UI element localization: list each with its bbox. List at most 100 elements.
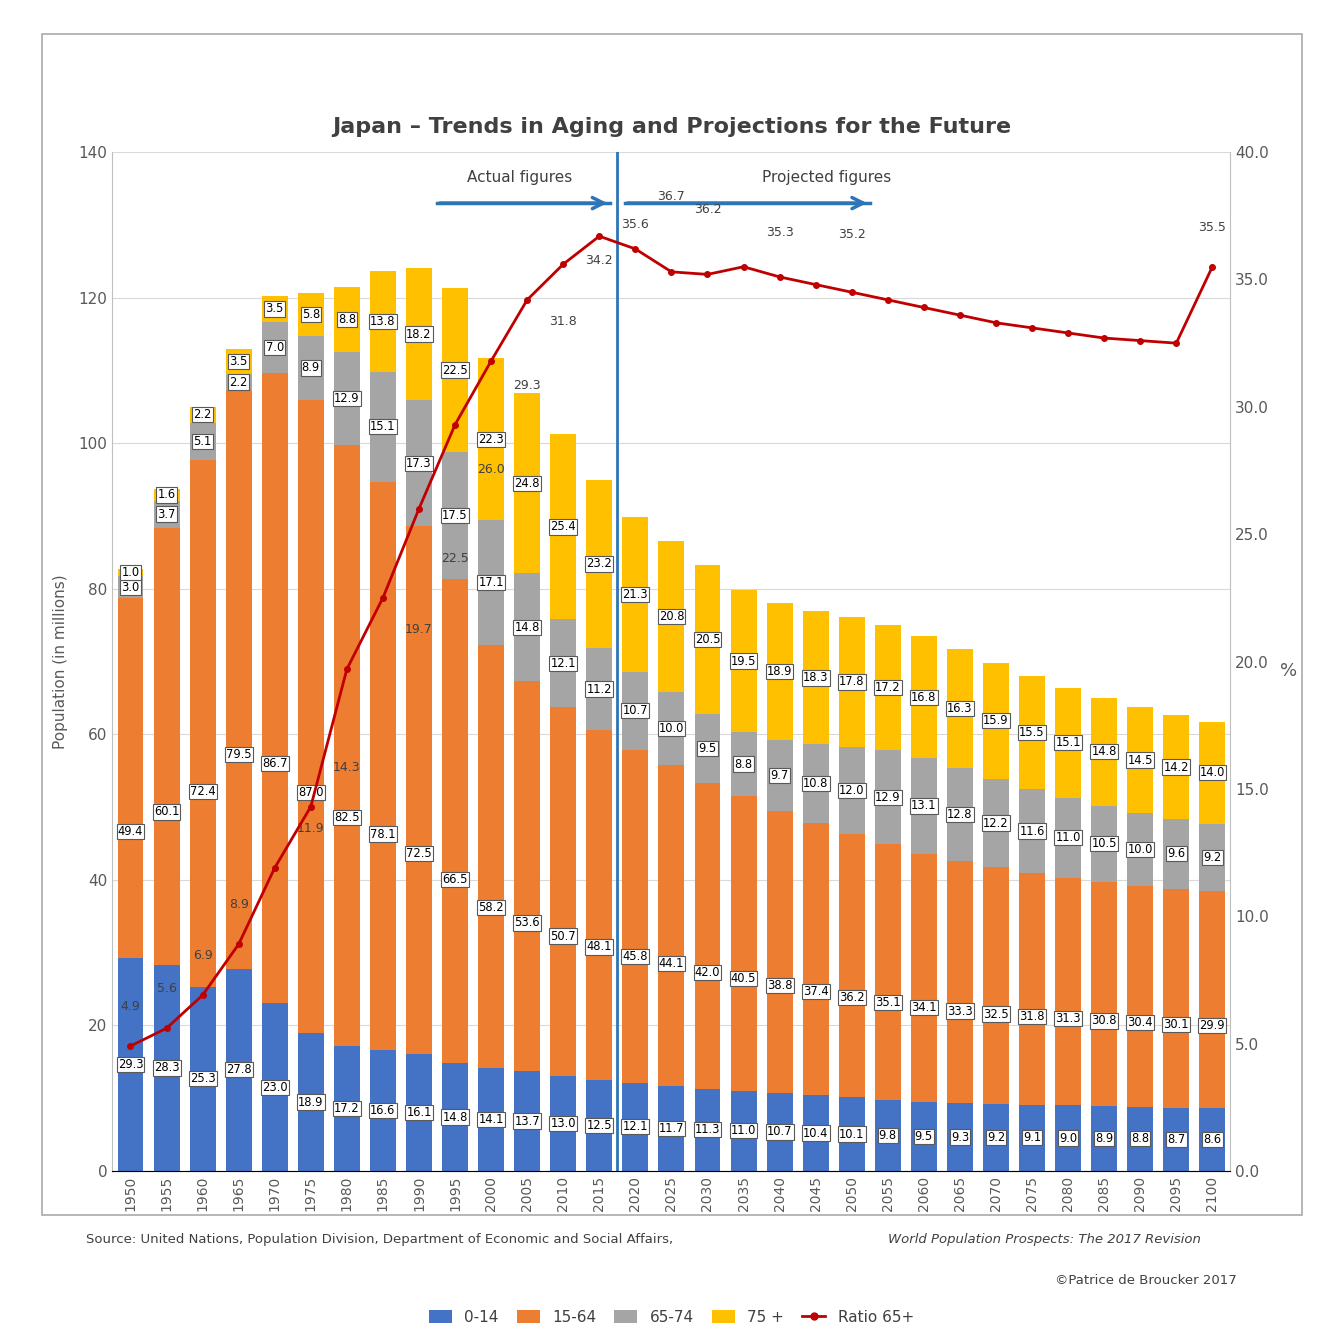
Text: 17.5: 17.5 (442, 509, 468, 523)
Text: 35.6: 35.6 (622, 218, 650, 232)
Bar (118, 577, 143, 598)
Bar (766, 1093, 792, 1171)
Text: 10.1: 10.1 (839, 1127, 864, 1140)
Text: 12.0: 12.0 (839, 783, 864, 796)
Bar (695, 783, 721, 1089)
Text: 9.3: 9.3 (951, 1131, 968, 1143)
Bar (1163, 1107, 1189, 1171)
Bar (730, 1090, 757, 1171)
Text: 18.9: 18.9 (298, 1095, 324, 1109)
Text: 11.9: 11.9 (296, 822, 324, 835)
Bar (1200, 1109, 1225, 1171)
Bar (1056, 688, 1081, 798)
Text: 14.0: 14.0 (1200, 766, 1225, 779)
Text: 72.4: 72.4 (189, 786, 216, 798)
Bar (1091, 806, 1117, 882)
Bar (298, 336, 324, 401)
Text: 15.5: 15.5 (1019, 726, 1045, 740)
Text: 6.9: 6.9 (193, 949, 213, 962)
Text: 13.8: 13.8 (370, 315, 396, 328)
Bar (550, 434, 577, 619)
Bar (333, 446, 360, 1045)
Bar (515, 393, 540, 573)
Text: 66.5: 66.5 (442, 873, 468, 886)
Text: 17.1: 17.1 (479, 576, 504, 589)
Text: 9.6: 9.6 (1167, 847, 1185, 860)
Bar (910, 1102, 937, 1171)
Text: 22.5: 22.5 (441, 552, 468, 565)
Bar (406, 527, 433, 1053)
Bar (766, 740, 792, 811)
Text: 9.7: 9.7 (770, 769, 789, 782)
Text: 11.0: 11.0 (1056, 831, 1081, 844)
Bar (1200, 722, 1225, 824)
Legend: 0-14, 15-64, 65-74, 75 +, Ratio 65+: 0-14, 15-64, 65-74, 75 +, Ratio 65+ (423, 1304, 919, 1323)
Text: 29.3: 29.3 (118, 1058, 143, 1070)
Bar (1019, 873, 1045, 1105)
Bar (659, 765, 684, 1086)
Bar (478, 644, 504, 1068)
Bar (478, 1068, 504, 1171)
Bar (262, 1003, 287, 1171)
Text: World Population Prospects: The 2017 Revision: World Population Prospects: The 2017 Rev… (888, 1233, 1200, 1246)
Text: 12.9: 12.9 (335, 392, 360, 405)
Text: 30.4: 30.4 (1127, 1016, 1152, 1029)
Bar (659, 1086, 684, 1171)
Text: 26.0: 26.0 (478, 463, 505, 475)
Bar (875, 750, 901, 844)
Bar (1163, 716, 1189, 819)
Text: ©Patrice de Broucker 2017: ©Patrice de Broucker 2017 (1056, 1274, 1237, 1287)
Text: 40.5: 40.5 (730, 972, 757, 986)
Text: 8.9: 8.9 (1095, 1132, 1113, 1144)
Bar (983, 663, 1009, 779)
Bar (1056, 1105, 1081, 1171)
Bar (586, 730, 613, 1080)
Text: 12.5: 12.5 (586, 1119, 613, 1132)
Text: 11.3: 11.3 (695, 1123, 720, 1136)
Text: 78.1: 78.1 (370, 828, 396, 840)
Text: 18.9: 18.9 (767, 665, 792, 677)
Bar (983, 779, 1009, 868)
Text: 12.2: 12.2 (983, 816, 1009, 830)
Bar (910, 853, 937, 1102)
Text: 60.1: 60.1 (153, 806, 179, 819)
Bar (442, 1064, 468, 1171)
Bar (586, 479, 613, 648)
Text: 49.4: 49.4 (118, 826, 143, 839)
Text: 12.8: 12.8 (947, 808, 972, 820)
Bar (875, 624, 901, 750)
Text: 31.8: 31.8 (1019, 1011, 1045, 1023)
Text: 18.2: 18.2 (406, 328, 431, 340)
Text: 50.7: 50.7 (550, 930, 576, 942)
Bar (730, 796, 757, 1090)
Text: 30.1: 30.1 (1163, 1017, 1189, 1031)
Bar (515, 1072, 540, 1171)
Text: 21.3: 21.3 (623, 587, 648, 601)
Text: 11.7: 11.7 (659, 1122, 684, 1135)
Text: 18.3: 18.3 (803, 671, 828, 684)
Text: 9.8: 9.8 (878, 1129, 897, 1142)
Text: 22.5: 22.5 (442, 364, 468, 377)
Bar (695, 1089, 721, 1171)
Bar (442, 452, 468, 579)
Bar (515, 681, 540, 1072)
Bar (1091, 1106, 1117, 1171)
Bar (875, 844, 901, 1099)
Bar (370, 482, 396, 1050)
Text: Actual figures: Actual figures (467, 169, 573, 185)
Text: 10.5: 10.5 (1091, 837, 1117, 851)
Bar (766, 811, 792, 1093)
Bar (983, 868, 1009, 1103)
Text: 23.0: 23.0 (262, 1081, 287, 1094)
Text: 35.2: 35.2 (837, 229, 865, 241)
Text: 7.0: 7.0 (266, 340, 284, 353)
Text: 10.7: 10.7 (767, 1126, 792, 1138)
Text: 8.6: 8.6 (1204, 1132, 1221, 1146)
Text: 29.3: 29.3 (513, 378, 541, 392)
Bar (226, 968, 251, 1171)
Text: 33.3: 33.3 (947, 1004, 972, 1017)
Text: 17.8: 17.8 (839, 675, 864, 688)
Bar (766, 602, 792, 740)
Text: 14.5: 14.5 (1127, 754, 1152, 766)
Text: 8.7: 8.7 (1167, 1132, 1185, 1146)
